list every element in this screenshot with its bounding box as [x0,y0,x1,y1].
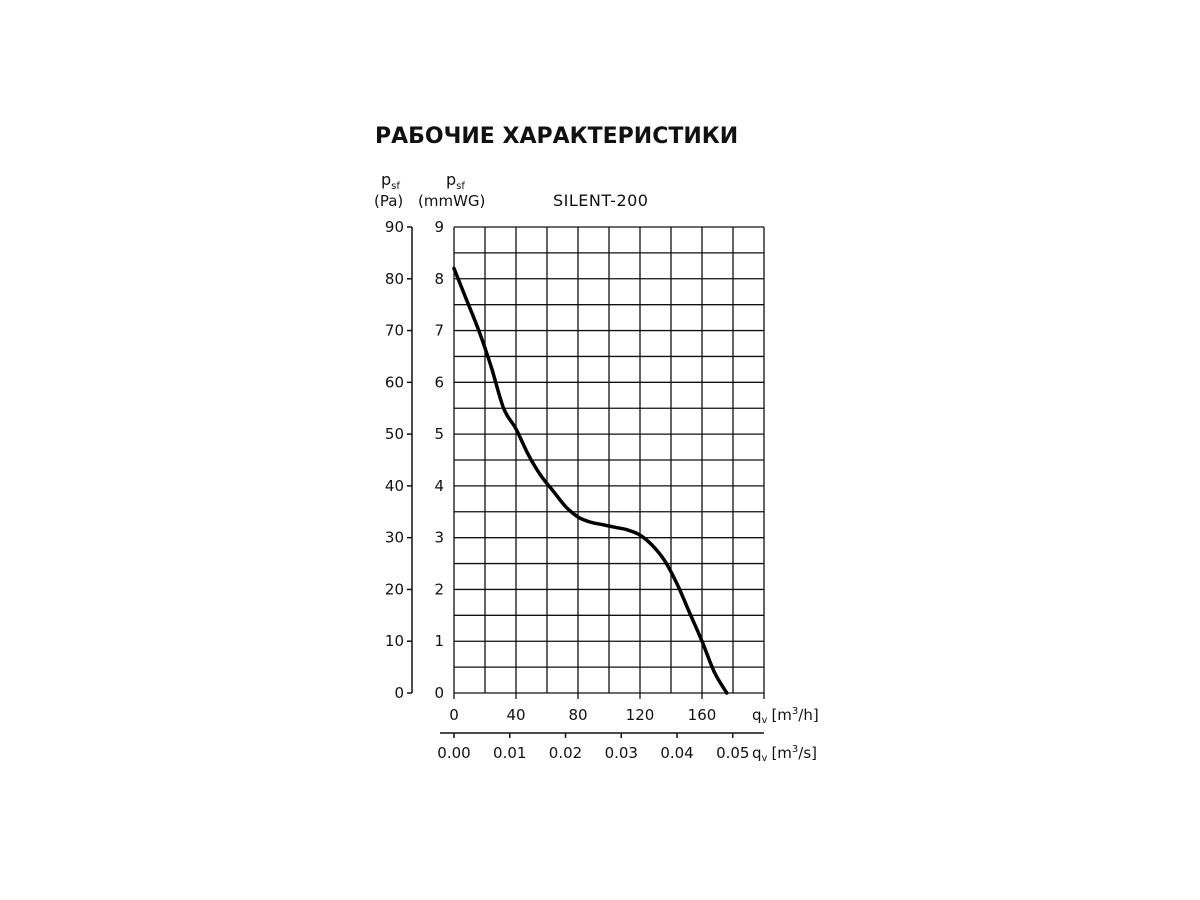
x-secondary-tick-label: 0.04 [660,744,693,762]
x-secondary-tick-label: 0.00 [437,744,470,762]
y-left-tick-label: 30 [385,529,404,547]
x-primary-tick-label: 80 [568,706,587,724]
chart-title: РАБОЧИЕ ХАРАКТЕРИСТИКИ [375,124,738,149]
x-secondary-tick-label: 0.01 [493,744,526,762]
y-left-tick-label: 10 [385,632,404,650]
y-left-subscript: sf [391,181,400,192]
performance-curve [452,266,729,695]
y-left-tick-label: 80 [385,270,404,288]
y-right-tick-label: 5 [434,425,444,443]
x-secondary-unit-end: /s] [798,744,817,762]
y-right-tick-label: 4 [434,477,444,495]
y-right-tick-label: 6 [434,373,444,391]
y-right-tick-label: 9 [434,218,444,236]
y-left-tick-label: 40 [385,477,404,495]
axis-layer [407,226,764,738]
x-primary-tick-label: 0 [449,706,459,724]
x-secondary-label: qv [m3/s] [752,744,817,764]
x-primary-symbol: q [752,706,762,724]
y-left-label: psf [381,170,400,192]
y-left-tick-label: 60 [385,373,404,391]
x-secondary-superscript: 3 [792,744,798,755]
y-left-tick-label: 90 [385,218,404,236]
y-left-unit: (Pa) [374,192,403,210]
y-left-tick-label: 50 [385,425,404,443]
x-primary-unit-end: /h] [798,706,818,724]
x-secondary-tick-label: 0.02 [549,744,582,762]
x-primary-tick-label: 160 [688,706,717,724]
y-right-tick-label: 3 [434,529,444,547]
y-right-tick-label: 1 [434,632,444,650]
x-secondary-subscript: v [762,753,768,764]
y-right-subscript: sf [456,181,465,192]
x-primary-label: qv [m3/h] [752,706,819,726]
x-primary-tick-label: 40 [506,706,525,724]
y-right-symbol: p [446,170,456,189]
model-name: SILENT-200 [553,191,648,210]
x-secondary-symbol: q [752,744,762,762]
x-secondary-tick-label: 0.05 [716,744,749,762]
x-primary-subscript: v [762,715,768,726]
y-right-tick-label: 2 [434,580,444,598]
y-left-symbol: p [381,170,391,189]
y-left-tick-label: 20 [385,580,404,598]
y-right-tick-label: 8 [434,270,444,288]
y-right-tick-label: 0 [434,684,444,702]
grid-layer [453,226,765,699]
y-right-tick-label: 7 [434,322,444,340]
x-secondary-tick-label: 0.03 [605,744,638,762]
y-right-unit: (mmWG) [418,192,485,210]
x-secondary-unit: [m [771,744,791,762]
x-primary-tick-label: 120 [626,706,655,724]
y-left-tick-label: 70 [385,322,404,340]
x-primary-superscript: 3 [792,706,798,717]
y-left-tick-label: 0 [394,684,404,702]
x-primary-unit: [m [771,706,791,724]
y-right-label: psf [446,170,465,192]
series-layer [452,266,729,695]
